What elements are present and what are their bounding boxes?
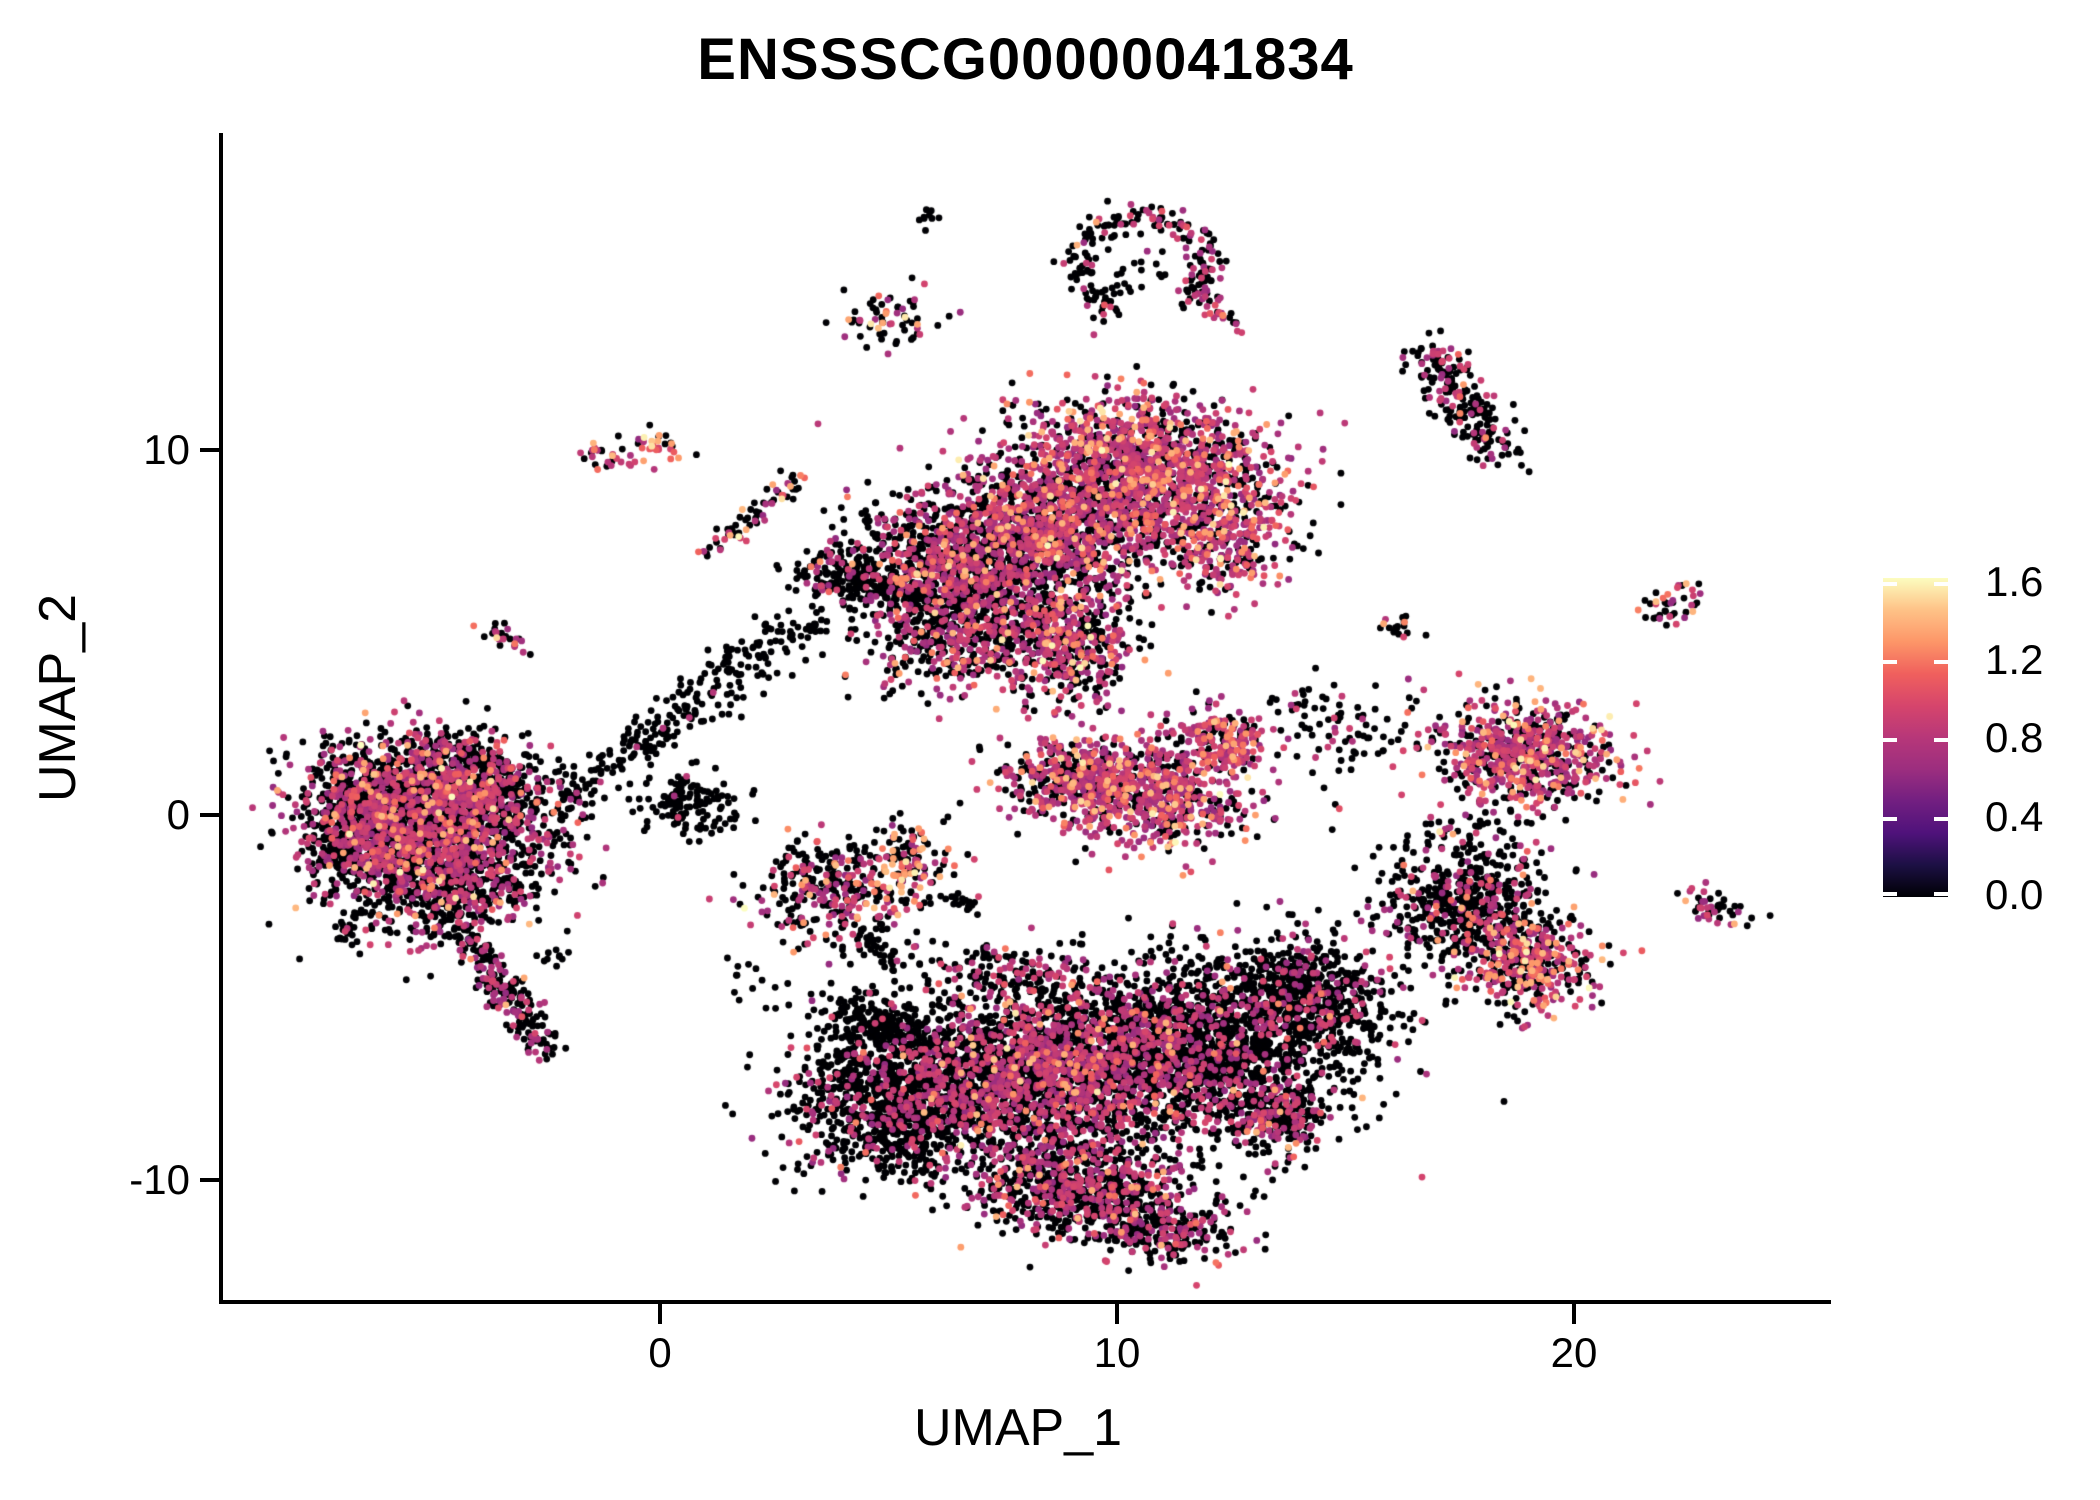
legend-tick-dash <box>1934 892 1948 896</box>
x-axis-line <box>219 1300 1831 1304</box>
legend-tick-dash <box>1883 817 1897 821</box>
x-tick-10 <box>1115 1304 1119 1324</box>
x-axis-title: UMAP_1 <box>913 1399 1123 1457</box>
y-tick-10 <box>200 448 220 452</box>
x-tick-label-20: 20 <box>1550 1329 1598 1376</box>
legend-tick-dash <box>1883 738 1897 742</box>
legend-label-0.4: 0.4 <box>1985 793 2044 840</box>
x-tick-0 <box>658 1304 662 1324</box>
legend-colorbar <box>1883 578 1948 897</box>
legend-tick-dash <box>1883 892 1897 896</box>
y-tick-neg10 <box>200 1178 220 1182</box>
x-tick-label-0: 0 <box>648 1329 672 1376</box>
legend-tick-dash <box>1934 738 1948 742</box>
legend-tick-dash <box>1934 582 1948 586</box>
y-axis-title: UMAP_2 <box>29 593 87 803</box>
y-axis-line <box>219 133 223 1304</box>
legend-label-1.2: 1.2 <box>1985 636 2044 683</box>
y-tick-label-10: 10 <box>143 426 190 473</box>
plot-title: ENSSSCG00000041834 <box>697 27 1354 92</box>
legend-label-0.8: 0.8 <box>1985 714 2044 761</box>
x-tick-label-10: 10 <box>1093 1329 1141 1376</box>
legend-label-1.6: 1.6 <box>1985 558 2044 605</box>
y-tick-label-neg10: -10 <box>129 1156 190 1203</box>
legend-tick-dash <box>1934 660 1948 664</box>
legend-tick-dash <box>1934 817 1948 821</box>
x-tick-20 <box>1572 1304 1576 1324</box>
y-tick-0 <box>200 813 220 817</box>
legend-tick-dash <box>1883 582 1897 586</box>
legend-tick-dash <box>1883 660 1897 664</box>
legend-label-0.0: 0.0 <box>1985 871 2044 918</box>
y-tick-label-0: 0 <box>166 791 190 838</box>
